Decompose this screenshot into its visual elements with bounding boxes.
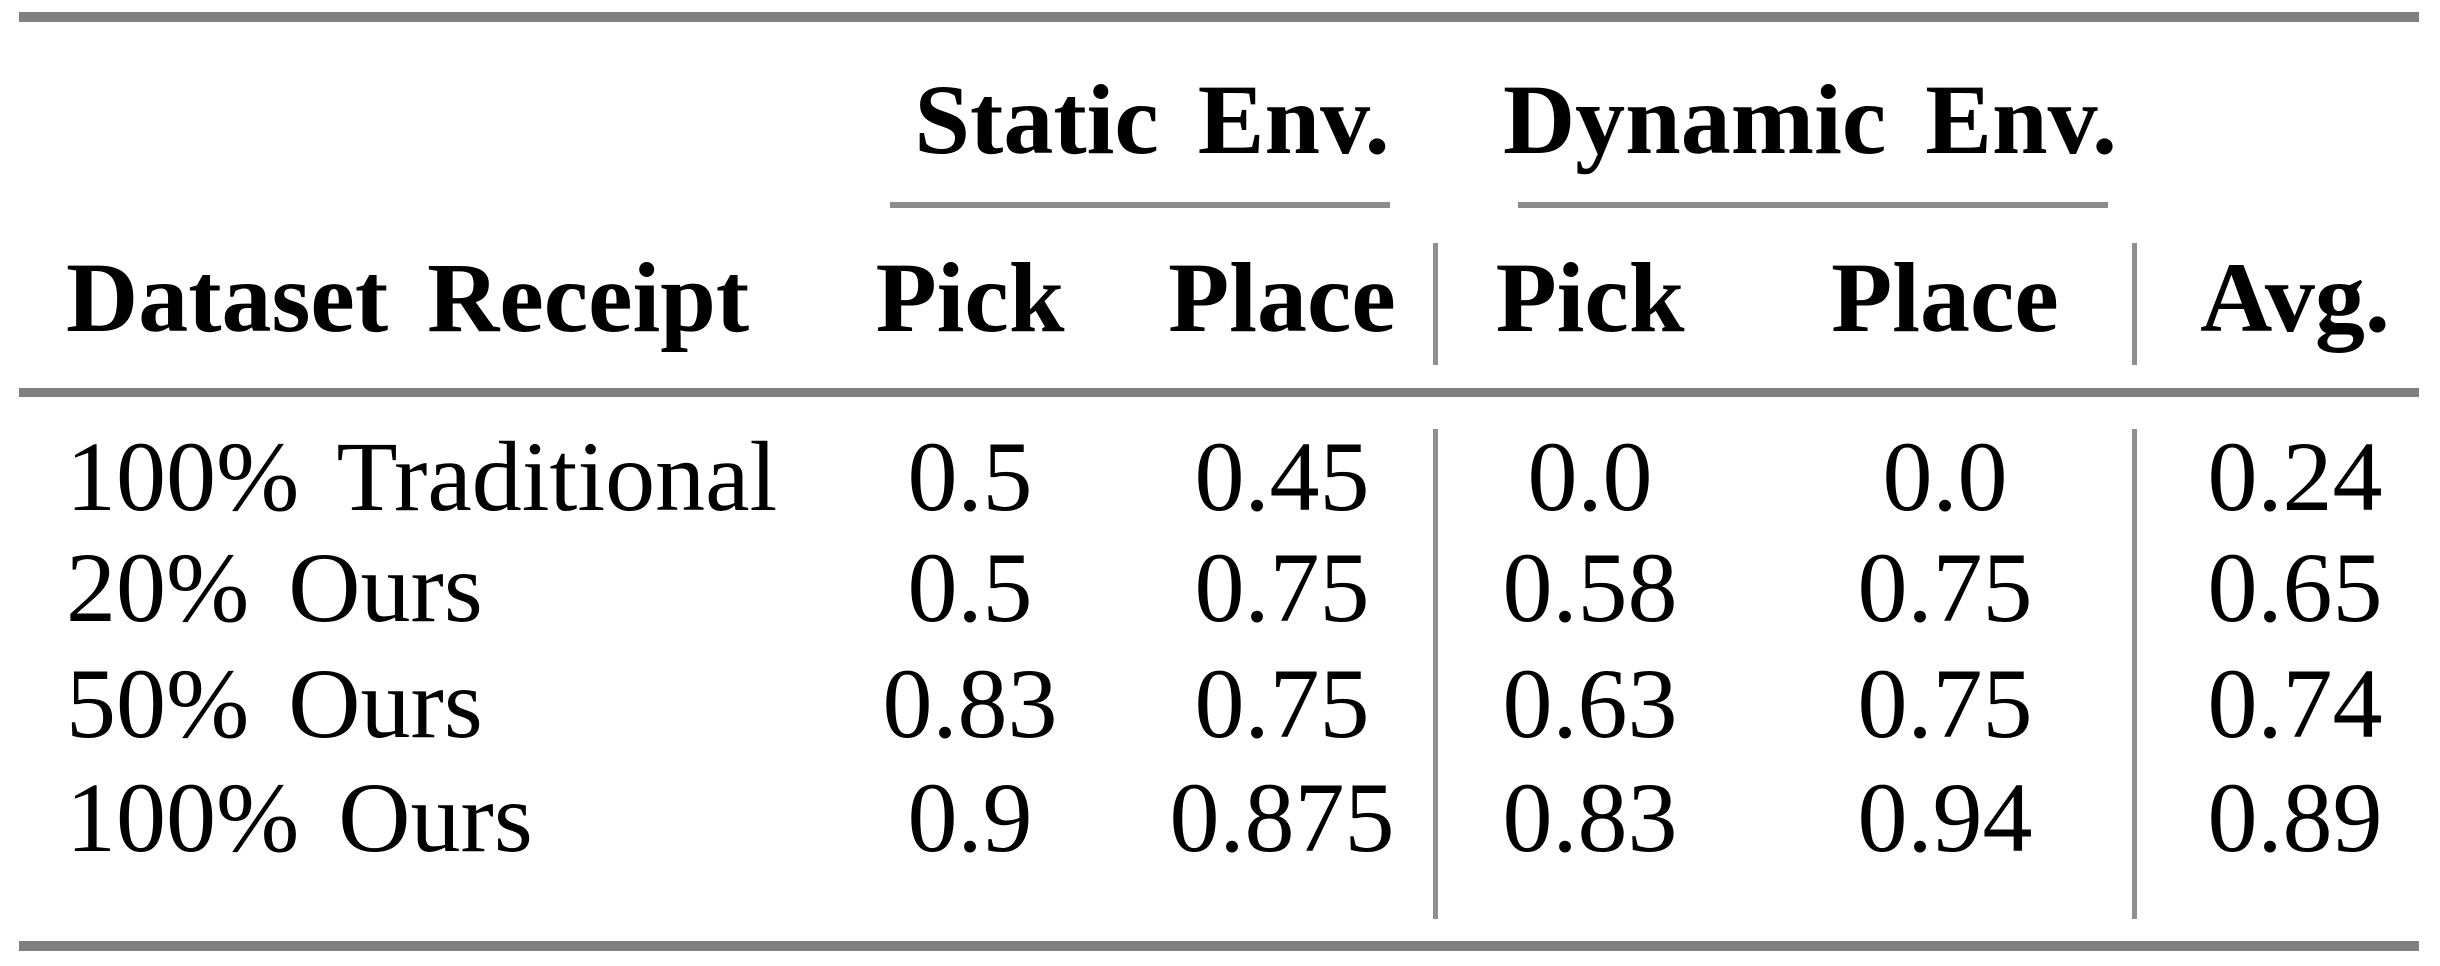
static-env-span-rule — [890, 202, 1390, 208]
col-group-static-env: Static Env. — [914, 64, 1390, 175]
cell-static-pick: 0.9 — [907, 762, 1033, 873]
col-header-static-place: Place — [1168, 242, 1396, 353]
col-header-static-pick: Pick — [875, 242, 1065, 353]
cell-dynamic-place: 0.75 — [1857, 648, 2033, 759]
cell-static-pick: 0.83 — [882, 648, 1058, 759]
row-label: 100% Traditional — [66, 421, 778, 532]
cell-static-pick: 0.5 — [907, 532, 1033, 643]
cell-dynamic-place: 0.75 — [1857, 532, 2033, 643]
vertical-separator-static-dynamic-body — [1433, 429, 1438, 919]
cell-static-pick: 0.5 — [907, 421, 1033, 532]
row-label: 100% Ours — [66, 762, 533, 873]
table-top-rule — [19, 12, 2419, 22]
cell-dynamic-pick: 0.0 — [1527, 421, 1653, 532]
col-header-avg: Avg. — [2200, 242, 2390, 353]
cell-dynamic-pick: 0.83 — [1502, 762, 1678, 873]
cell-dynamic-pick: 0.58 — [1502, 532, 1678, 643]
cell-static-place: 0.875 — [1169, 762, 1395, 873]
vertical-separator-dynamic-avg-body — [2132, 429, 2137, 919]
col-header-dynamic-place: Place — [1831, 242, 2059, 353]
cell-avg: 0.89 — [2207, 762, 2383, 873]
cell-avg: 0.65 — [2207, 532, 2383, 643]
vertical-separator-static-dynamic-header — [1433, 243, 1438, 365]
cell-dynamic-pick: 0.63 — [1502, 648, 1678, 759]
row-label: 20% Ours — [66, 532, 483, 643]
header-separator-rule — [19, 388, 2419, 397]
cell-avg: 0.74 — [2207, 648, 2383, 759]
col-header-dataset-receipt: Dataset Receipt — [66, 242, 750, 353]
col-group-dynamic-env: Dynamic Env. — [1502, 64, 2118, 175]
col-header-dynamic-pick: Pick — [1495, 242, 1685, 353]
cell-static-place: 0.45 — [1194, 421, 1370, 532]
dynamic-env-span-rule — [1518, 202, 2108, 208]
table-bottom-rule — [19, 941, 2419, 951]
cell-dynamic-place: 0.94 — [1857, 762, 2033, 873]
cell-static-place: 0.75 — [1194, 532, 1370, 643]
vertical-separator-dynamic-avg-header — [2132, 243, 2137, 365]
cell-dynamic-place: 0.0 — [1882, 421, 2008, 532]
cell-static-place: 0.75 — [1194, 648, 1370, 759]
row-label: 50% Ours — [66, 648, 483, 759]
cell-avg: 0.24 — [2207, 421, 2383, 532]
